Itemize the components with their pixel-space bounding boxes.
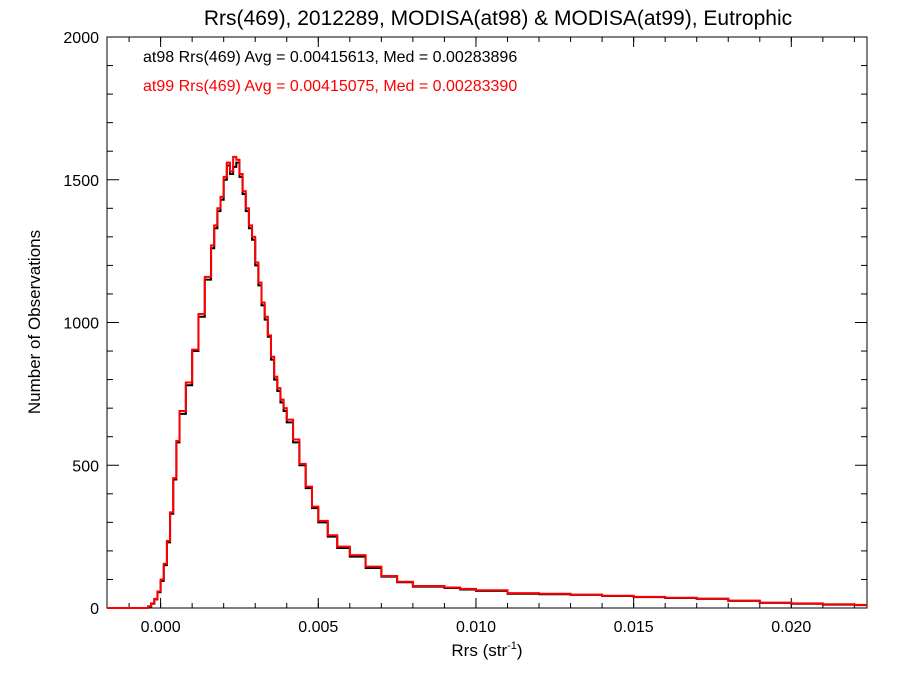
y-tick-label: 2000 bbox=[63, 30, 99, 47]
x-axis-label-close: ) bbox=[517, 641, 523, 660]
x-axis-label-main: Rrs (str bbox=[451, 641, 507, 660]
x-tick-label: 0.020 bbox=[771, 619, 811, 636]
legend: at98 Rrs(469) Avg = 0.00415613, Med = 0.… bbox=[143, 49, 517, 95]
y-tick-label: 1000 bbox=[63, 316, 99, 333]
x-axis-label: Rrs (str-1) bbox=[451, 640, 522, 660]
series-line-at99 bbox=[107, 155, 867, 609]
x-axis-label-superscript: -1 bbox=[507, 640, 517, 652]
x-tick-label: 0.010 bbox=[456, 619, 496, 636]
x-tick-label: 0.000 bbox=[141, 619, 181, 636]
series-line-at98 bbox=[107, 161, 867, 609]
legend-entry: at99 Rrs(469) Avg = 0.00415075, Med = 0.… bbox=[143, 78, 517, 95]
x-tick-label: 0.005 bbox=[298, 619, 338, 636]
plot-frame bbox=[106, 36, 868, 609]
chart-title: Rrs(469), 2012289, MODISA(at98) & MODISA… bbox=[204, 7, 792, 30]
y-axis: 0 500 1000 1500 2000 bbox=[63, 30, 867, 618]
series-group bbox=[107, 155, 867, 609]
y-axis-label: Number of Observations bbox=[25, 230, 44, 414]
y-tick-label: 0 bbox=[90, 601, 99, 618]
x-axis: 0.000 0.005 0.010 0.015 0.020 bbox=[128, 37, 855, 636]
y-tick-label: 1500 bbox=[63, 173, 99, 190]
legend-entry: at98 Rrs(469) Avg = 0.00415613, Med = 0.… bbox=[143, 49, 517, 66]
x-tick-label: 0.015 bbox=[614, 619, 654, 636]
y-tick-label: 500 bbox=[72, 458, 99, 475]
